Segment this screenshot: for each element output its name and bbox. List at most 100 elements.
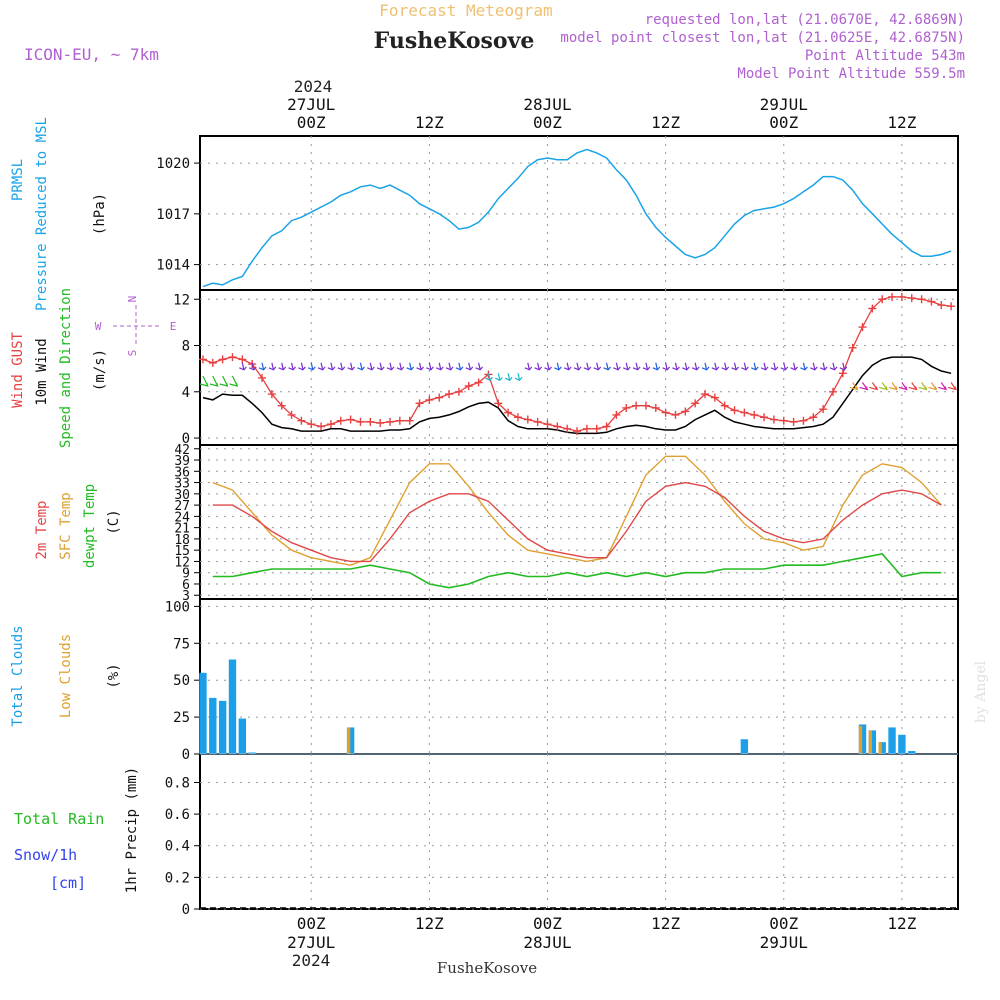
wind-direction-arrow <box>613 362 621 371</box>
wind-direction-arrow <box>623 362 631 371</box>
footer-station: FusheKosove <box>437 959 537 977</box>
wind-label-3: Speed and Direction <box>58 288 74 448</box>
gust-point <box>947 302 956 311</box>
gust-point <box>828 387 837 396</box>
gust-point <box>474 378 483 387</box>
wind-direction-arrow <box>485 373 493 381</box>
wind-direction-arrow <box>248 362 257 371</box>
bar-low-clouds <box>346 727 351 754</box>
gust-point <box>809 413 818 422</box>
gust-point <box>258 373 267 382</box>
clouds-ytick-label: 25 <box>173 710 190 726</box>
pressure-frame <box>199 135 959 291</box>
wind-direction-arrow <box>416 362 424 371</box>
gust-point <box>513 413 522 422</box>
station-title: FusheKosove <box>374 28 535 54</box>
model-name: ICON-EU, ~ 7km <box>24 45 159 64</box>
y-tick-labels: 1014101710200481236912151821242730333639… <box>156 156 190 918</box>
temp-unit: (C) <box>106 509 122 534</box>
wind-direction-arrow <box>229 375 239 387</box>
bottom-date-label: 27JUL <box>287 933 335 952</box>
bar-low-clouds <box>878 742 882 754</box>
series-2m-temp <box>212 481 942 563</box>
gust-point <box>917 295 926 304</box>
wind-direction-arrow <box>593 362 602 371</box>
gust-point <box>238 355 247 364</box>
wind-direction-arrow <box>908 382 918 391</box>
pressure-unit: (hPa) <box>92 193 108 235</box>
wind-direction-arrow <box>258 362 267 371</box>
wind-direction-arrow <box>731 362 740 371</box>
gust-point <box>346 415 355 424</box>
bar-total-clouds <box>740 739 749 754</box>
top-hour-label: 00Z <box>297 113 326 132</box>
gust-point <box>730 406 739 415</box>
wind-direction-arrow <box>298 362 306 371</box>
wind-direction-arrow <box>741 362 749 371</box>
credit: by Angel <box>973 660 989 723</box>
wind-direction-arrow <box>563 362 572 371</box>
wind-direction-arrow <box>209 375 219 387</box>
top-date-label: 27JUL <box>287 95 335 114</box>
gust-point <box>454 387 463 396</box>
wind-direction-arrow <box>869 382 878 391</box>
wind-direction-arrow <box>376 362 385 371</box>
gust-point <box>523 415 532 424</box>
temp-ytick-label: 39 <box>174 454 190 469</box>
gust-point <box>336 416 345 425</box>
precip-ytick-label: 0.2 <box>165 870 190 886</box>
bar-total-clouds <box>218 700 227 754</box>
wind-direction-arrow <box>662 362 671 371</box>
precip-frame <box>199 753 959 910</box>
wind-label-1: Wind GUST <box>10 332 26 408</box>
panel-labels: PRMSL Pressure Reduced to MSL (hPa) Wind… <box>10 117 140 893</box>
wind-direction-arrow <box>445 362 454 371</box>
gust-point <box>366 417 375 426</box>
gust-point <box>592 424 601 433</box>
bottom-date-label: 29JUL <box>760 933 808 952</box>
temp-label-1: 2m Temp <box>34 500 50 559</box>
temp-ytick-label: 30 <box>174 488 190 503</box>
bar-total-clouds <box>238 718 247 754</box>
gust-point <box>464 382 473 391</box>
wind-direction-arrow <box>750 362 759 371</box>
gust-point <box>504 408 513 417</box>
gust-point <box>907 294 916 303</box>
wind-direction-arrow <box>278 362 287 371</box>
clouds-ytick-label: 50 <box>173 673 190 689</box>
wind-direction-arrow <box>632 362 641 371</box>
gust-point <box>641 401 650 410</box>
wind-direction-arrow <box>406 362 415 371</box>
wind-direction-arrow <box>347 362 356 371</box>
gust-point <box>651 403 660 412</box>
gust-point <box>435 393 444 402</box>
pressure-ytick-label: 1017 <box>156 207 190 223</box>
gust-point <box>494 399 503 408</box>
wind-direction-arrow <box>859 382 869 391</box>
clouds-label-1: Total Clouds <box>10 625 26 726</box>
wind-direction-arrow <box>928 382 938 391</box>
wind-direction-arrow <box>288 362 297 371</box>
temp-ytick-label: 6 <box>182 578 190 593</box>
bottom-year: 2024 <box>292 951 331 970</box>
gust-point <box>897 292 906 301</box>
bar-total-clouds <box>346 727 355 754</box>
wind-direction-arrow <box>268 362 277 371</box>
gust-point <box>888 292 897 301</box>
gust-point <box>779 416 788 425</box>
wind-direction-arrow <box>888 382 898 391</box>
wind-direction-arrow <box>829 362 838 371</box>
wind-direction-arrow <box>790 362 799 371</box>
wind-direction-arrow <box>199 375 209 387</box>
wind-direction-arrow <box>760 362 769 371</box>
top-hour-label: 12Z <box>887 113 916 132</box>
wind-direction-arrow <box>544 362 552 371</box>
wind-ytick-label: 12 <box>173 292 190 308</box>
gust-point <box>533 417 542 426</box>
wind-direction-arrow <box>337 362 346 371</box>
temp-ytick-label: 18 <box>174 533 190 548</box>
gust-point <box>927 297 936 306</box>
requested-point: requested lon,lat (21.0670E, 42.6869N) <box>645 12 965 28</box>
pressure-ytick-label: 1014 <box>156 258 190 274</box>
precip-ytick-label: 0 <box>182 902 190 918</box>
